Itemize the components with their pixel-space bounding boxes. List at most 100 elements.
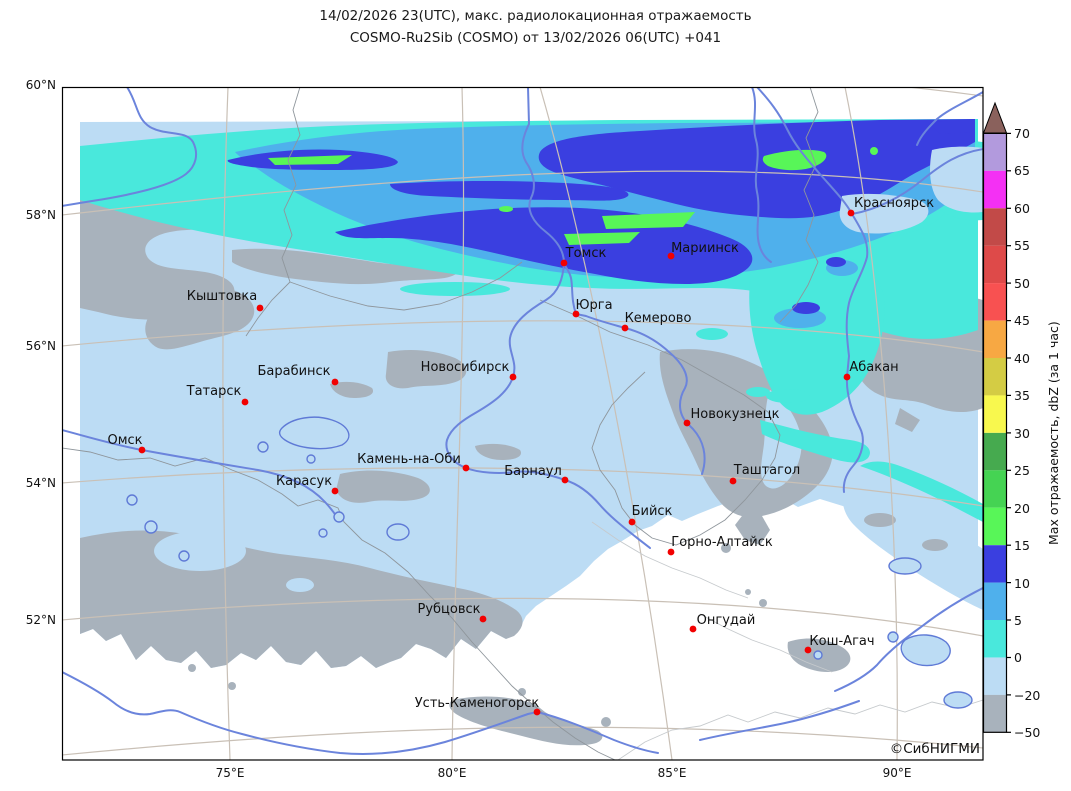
lat-tick-54n: 54°N — [25, 476, 56, 490]
colorbar-segment — [983, 432, 1007, 471]
city-dot-tashtagol — [729, 477, 737, 485]
colorbar-tick-60: 60 — [1014, 201, 1030, 216]
city-label-ust-kamenogorsk: Усть-Каменогорск — [414, 696, 540, 711]
city-dot-mariinsk — [667, 252, 675, 260]
lat-tick-52n: 52°N — [25, 613, 56, 627]
colorbar-tick-10: 10 — [1014, 576, 1030, 591]
colorbar-tick-65: 65 — [1014, 163, 1030, 178]
colorbar-segment — [983, 545, 1007, 583]
lon-tick-80e: 80°E — [437, 766, 467, 780]
city-dot-gorno-altaysk — [667, 548, 675, 556]
city-dot-novokuznetsk — [683, 419, 691, 427]
lat-tick-56n: 56°N — [25, 339, 56, 353]
colorbar-tick-5: 5 — [1014, 613, 1022, 628]
city-label-karasuk: Карасук — [275, 474, 333, 489]
city-dots — [138, 209, 855, 716]
city-label-rubtsovsk: Рубцовск — [417, 602, 481, 617]
city-label-tomsk: Томск — [565, 246, 607, 261]
city-dot-onguday — [689, 625, 697, 633]
colorbar-segment — [983, 283, 1007, 321]
city-label-kemerovo: Кемерово — [624, 311, 692, 326]
colorbar — [982, 101, 1011, 733]
city-label-biysk: Бийск — [631, 504, 673, 519]
city-dot-ust-kamenogorsk — [533, 708, 541, 716]
lakes — [126, 416, 973, 709]
colorbar-tick-marks — [1006, 132, 1011, 733]
city-label-onguday: Онгудай — [696, 613, 756, 628]
city-label-gorno-altaysk: Горно-Алтайск — [671, 535, 773, 550]
lat-tick-58n: 58°N — [25, 208, 56, 222]
city-dot-rubtsovsk — [479, 615, 487, 623]
figure-title-line2: COSMO-Ru2Sib (COSMO) от 13/02/2026 06(UT… — [349, 30, 722, 46]
colorbar-segment — [983, 208, 1007, 246]
copyright-label: ©СибНИГМИ — [889, 741, 980, 757]
colorbar-segment — [983, 358, 1007, 396]
colorbar-tick-20: 20 — [1014, 501, 1030, 516]
city-label-kamen-na-obi: Камень-на-Оби — [357, 452, 461, 467]
colorbar-tick-30: 30 — [1014, 426, 1030, 441]
colorbar-tick-neg50: −50 — [1014, 725, 1041, 740]
city-dot-barnaul — [561, 476, 569, 484]
city-dot-barabinsk — [331, 378, 339, 386]
colorbar-segment — [983, 620, 1007, 658]
colorbar-segment — [983, 320, 1007, 359]
city-label-omsk: Омск — [107, 433, 143, 448]
field-lightblue-patches — [839, 146, 983, 234]
city-label-kosh-agach: Кош-Агач — [809, 634, 875, 649]
city-label-tashtagol: Таштагол — [733, 463, 801, 478]
colorbar-tick-0: 0 — [1014, 650, 1022, 665]
colorbar-tick-15: 15 — [1014, 538, 1030, 553]
colorbar-segment — [983, 395, 1007, 433]
city-dot-omsk — [138, 446, 146, 454]
city-label-yurga: Юрга — [575, 298, 613, 313]
city-label-novosibirsk: Новосибирск — [420, 360, 510, 375]
colorbar-segment — [983, 133, 1007, 171]
city-label-abakan: Абакан — [849, 360, 899, 375]
city-dot-kosh-agach — [804, 646, 812, 654]
lon-tick-75e: 75°E — [215, 766, 245, 780]
city-dot-kamen-na-obi — [462, 464, 470, 472]
colorbar-tick-70: 70 — [1014, 126, 1030, 141]
colorbar-tick-45: 45 — [1014, 313, 1030, 328]
colorbar-segment — [983, 582, 1007, 621]
lon-tick-90e: 90°E — [882, 766, 912, 780]
colorbar-segment — [983, 507, 1007, 546]
colorbar-segment — [983, 470, 1007, 508]
colorbar-tick-55: 55 — [1014, 238, 1030, 253]
colorbar-segment — [983, 694, 1007, 733]
city-dot-krasnoyarsk — [847, 209, 855, 217]
colorbar-tick-35: 35 — [1014, 388, 1030, 403]
city-dot-abakan — [843, 373, 851, 381]
city-dot-tatarsk — [241, 398, 249, 406]
city-label-krasnoyarsk: Красноярск — [853, 196, 935, 211]
admin-borders — [62, 87, 819, 760]
colorbar-segment — [983, 245, 1007, 284]
field-green-layer — [268, 147, 878, 245]
colorbar-tick-25: 25 — [1014, 463, 1030, 478]
colorbar-overflow-arrow — [982, 101, 1008, 134]
city-label-kyshtovka: Кыштовка — [186, 289, 258, 304]
city-label-barnaul: Барнаул — [504, 464, 562, 479]
city-dot-kemerovo — [621, 324, 629, 332]
city-dot-biysk — [628, 518, 636, 526]
city-dot-novosibirsk — [509, 373, 517, 381]
city-dot-kyshtovka — [256, 304, 264, 312]
colorbar-axis-label: Max отражаемость, dbZ (за 1 час) — [1046, 321, 1061, 545]
city-label-barabinsk: Барабинск — [257, 364, 331, 379]
colorbar-tick-40: 40 — [1014, 351, 1030, 366]
city-label-mariinsk: Мариинск — [671, 241, 739, 256]
colorbar-segment — [983, 170, 1007, 209]
city-dot-yurga — [572, 310, 580, 318]
rivers — [62, 87, 983, 755]
colorbar-segment — [983, 657, 1007, 695]
lat-tick-60n: 60°N — [25, 78, 56, 92]
city-label-novokuznetsk: Новокузнецк — [690, 407, 780, 422]
colorbar-tick-neg20: −20 — [1014, 688, 1041, 703]
graticule — [62, 87, 983, 760]
city-dot-tomsk — [560, 259, 568, 267]
admin-borders-light — [591, 521, 983, 760]
city-label-tatarsk: Татарск — [186, 384, 242, 399]
figure-title-line1: 14/02/2026 23(UTC), макс. радиолокационн… — [319, 8, 752, 24]
